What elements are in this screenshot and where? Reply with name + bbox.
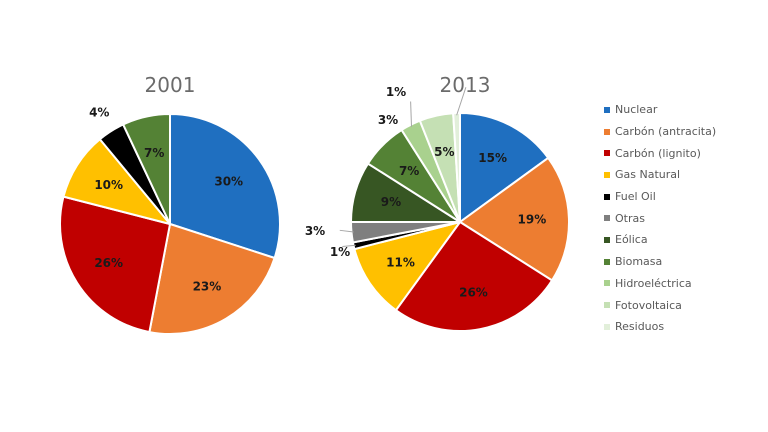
legend-item: Biomasa: [604, 251, 716, 273]
legend-label: Fuel Oil: [615, 190, 656, 204]
legend-item: Eólica: [604, 229, 716, 251]
legend-label: Residuos: [615, 320, 665, 334]
legend-item: Nuclear: [604, 99, 716, 121]
leader-line: [410, 101, 413, 127]
legend-label: Nuclear: [615, 103, 658, 117]
pie-slice: [148, 222, 276, 335]
data-label: 26%: [94, 256, 123, 270]
pie-slice: [353, 220, 463, 312]
data-label: 4%: [89, 106, 109, 120]
chart-title: 2013: [440, 73, 491, 97]
data-label: 11%: [386, 255, 415, 269]
legend-swatch: [604, 171, 610, 178]
legend-swatch: [604, 106, 610, 113]
pie-slice: [394, 220, 554, 332]
legend-label: Hidroeléctrica: [615, 276, 692, 290]
leader-line: [456, 87, 467, 116]
legend-swatch: [604, 193, 610, 200]
legend-item: Fuel Oil: [604, 186, 716, 208]
legend-label: Gas Natural: [615, 168, 681, 182]
legend-swatch: [604, 215, 610, 222]
data-label: 7%: [144, 146, 164, 160]
legend-label: Carbón (lignito): [615, 146, 701, 160]
legend-label: Eólica: [615, 233, 648, 247]
legend-item: Hidroeléctrica: [604, 273, 716, 295]
legend-label: Fotovoltaica: [615, 298, 682, 312]
data-label: 10%: [94, 178, 123, 192]
data-label: 7%: [399, 164, 419, 178]
legend-item: Fotovoltaica: [604, 294, 716, 316]
pie-slice: [458, 156, 570, 282]
data-label: 23%: [193, 279, 222, 293]
legend-label: Biomasa: [615, 255, 663, 269]
legend-label: Carbón (antracita): [615, 125, 717, 139]
pie-slice: [121, 112, 171, 225]
data-label: 1%: [330, 245, 350, 259]
legend-item: Gas Natural: [604, 164, 716, 186]
leader-line: [342, 244, 356, 248]
legend-swatch: [604, 236, 610, 243]
legend-item: Carbón (lignito): [604, 142, 716, 164]
data-label: 3%: [305, 224, 325, 238]
pie-slice: [452, 111, 461, 223]
legend-swatch: [604, 323, 610, 330]
legend-swatch: [604, 128, 610, 135]
legend-item: Residuos: [604, 316, 716, 338]
data-label: 9%: [381, 195, 401, 209]
legend-swatch: [604, 302, 610, 309]
data-label: 5%: [434, 145, 454, 159]
legend-swatch: [604, 280, 610, 287]
pie-slice: [169, 112, 281, 260]
leader-line: [339, 229, 354, 233]
data-label: 1%: [386, 85, 406, 99]
legend-item: Otras: [604, 207, 716, 229]
legend-swatch: [604, 258, 610, 265]
legend-label: Otras: [615, 211, 645, 225]
pie-slice: [459, 111, 550, 224]
legend-swatch: [604, 150, 610, 157]
data-label: 15%: [478, 151, 507, 165]
legend: Nuclear Carbón (antracita) Carbón (lignito…: [604, 99, 716, 338]
legend-item: Carbón (antracita): [604, 121, 716, 143]
data-label: 3%: [378, 113, 398, 127]
data-label: 30%: [214, 174, 243, 188]
chart-title: 2001: [145, 73, 196, 97]
data-label: 19%: [518, 213, 547, 227]
pie-slice: [59, 195, 172, 334]
data-label: 26%: [459, 286, 488, 300]
